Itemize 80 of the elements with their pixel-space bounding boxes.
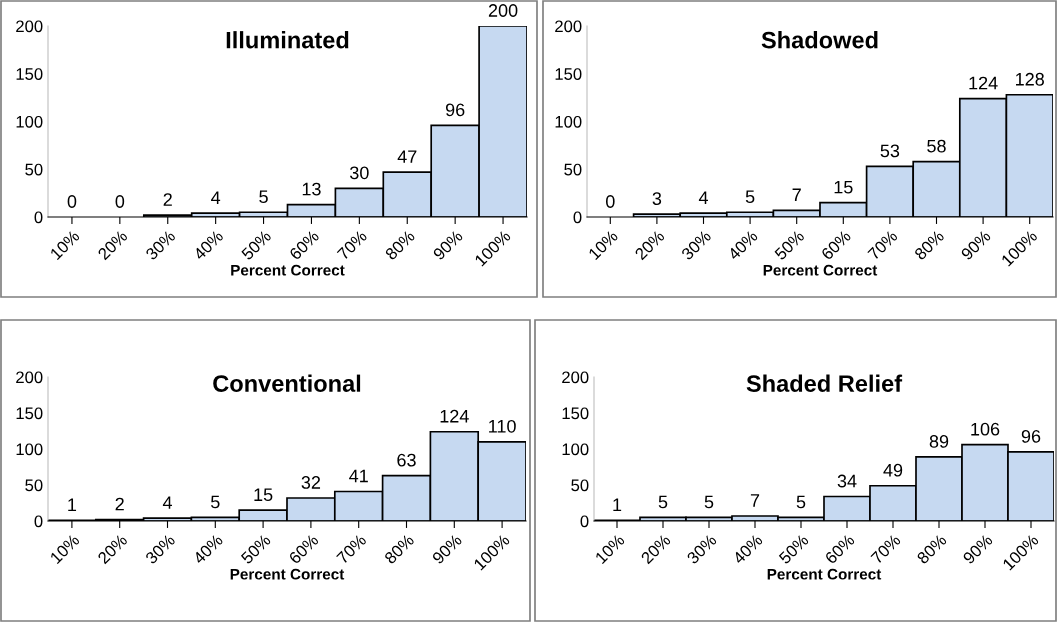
y-tick-label: 50 [25,163,43,176]
y-tick-label: 0 [580,515,589,528]
x-tick-label: 40% [727,229,759,261]
x-axis-title: Percent Correct [763,264,878,276]
data-label: 4 [162,496,172,509]
y-tick-label: 50 [25,479,43,492]
data-label: 53 [880,144,900,158]
y-tick-label: 0 [573,211,582,224]
data-label: 15 [834,180,853,194]
chart-title: Shaded Relief [746,374,903,392]
data-label: 89 [929,435,949,448]
data-label: 2 [115,497,124,511]
x-tick-label: 40% [732,533,764,565]
data-label: 110 [489,419,516,433]
data-label: 96 [1021,429,1041,443]
x-axis-title: Percent Correct [231,264,345,276]
x-tick-label: 70% [870,533,902,565]
x-tick-label: 60% [288,229,320,261]
data-label: 41 [349,469,368,483]
data-label: 5 [704,495,714,509]
x-tick-label: 70% [336,229,368,261]
data-label: 3 [652,192,662,206]
data-label: 1 [68,498,77,511]
chart-title: Conventional [213,374,361,392]
x-tick-label: 60% [820,229,852,261]
y-tick-label: 150 [16,407,43,420]
y-tick-label: 150 [16,68,43,80]
data-label: 5 [745,190,755,204]
data-label: 7 [792,188,801,202]
y-tick-label: 0 [34,515,43,528]
y-tick-label: 200 [16,371,43,384]
data-label: 7 [750,494,760,507]
y-tick-label: 100 [562,443,589,456]
y-tick-label: 50 [564,163,582,176]
data-label: 1 [613,498,622,511]
x-tick-label: 60% [288,533,320,565]
data-label: 49 [883,463,903,477]
data-label: 63 [397,453,416,467]
data-label: 32 [301,476,321,489]
data-label: 124 [969,76,998,90]
y-tick-label: 50 [571,479,589,492]
data-label: 4 [211,191,221,204]
x-axis-title: Percent Correct [767,568,882,580]
chart-title: Illuminated [226,31,349,49]
data-label: 106 [971,422,1000,436]
data-label: 13 [302,182,321,196]
y-tick-label: 0 [34,211,43,224]
data-label: 30 [350,166,369,180]
data-label: 128 [1016,72,1044,86]
data-label: 15 [254,488,273,502]
data-label: 5 [796,495,806,509]
y-tick-label: 150 [562,407,589,420]
data-label: 5 [658,495,668,509]
data-label: 96 [445,103,465,117]
y-tick-label: 200 [555,20,582,33]
data-label: 0 [67,195,77,208]
data-label: 0 [605,195,615,208]
x-axis-title: Percent Correct [230,568,345,580]
x-tick-label: 40% [192,533,224,565]
x-tick-label: 70% [867,229,899,261]
y-tick-label: 150 [555,68,582,80]
y-tick-label: 200 [562,371,589,384]
chart-title: Shadowed [761,31,878,49]
data-label: 58 [927,139,946,153]
data-label: 34 [837,474,857,488]
data-label: 5 [259,190,268,204]
x-tick-label: 70% [336,533,367,565]
data-label: 2 [163,193,172,206]
data-label: 4 [698,191,708,204]
y-tick-label: 100 [555,115,582,128]
data-label: 124 [440,409,469,423]
data-label: 200 [488,4,518,17]
data-label: 47 [397,150,417,163]
y-tick-label: 100 [16,443,43,456]
x-tick-label: 40% [192,229,224,261]
y-tick-label: 100 [16,115,43,128]
data-label: 0 [115,195,125,208]
y-tick-label: 200 [16,20,43,33]
data-label: 5 [211,495,220,509]
x-tick-label: 60% [824,533,856,565]
